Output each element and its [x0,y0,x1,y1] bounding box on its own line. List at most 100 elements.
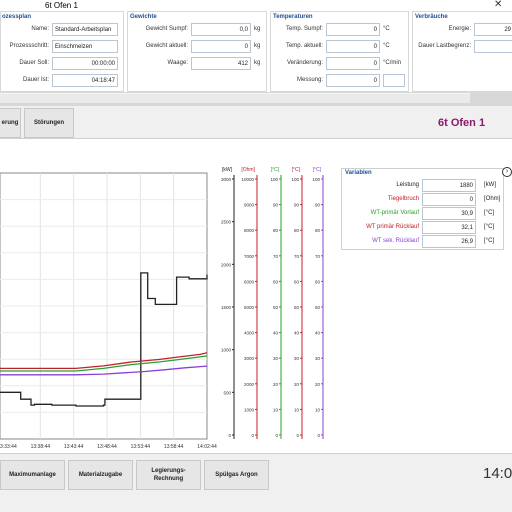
y-tick-label: 30 [315,356,321,361]
variable-unit: [°C] [484,238,495,244]
argon-purge-button[interactable]: Spülgas Argon [204,460,269,490]
y-tick-label: 50 [294,305,300,310]
y-tick-label: 2000 [221,262,232,267]
energy-field[interactable]: 29 [474,23,512,36]
measurement-field[interactable]: 0 [326,74,380,87]
y-tick-label: 3000 [221,177,232,182]
series-line [0,355,208,372]
variable-label: WT-primär Vorlauf [370,210,419,216]
y-tick-label: 30 [294,356,300,361]
sump-weight-field[interactable]: 0,0 [191,23,251,36]
y-tick-label: 60 [273,279,279,284]
x-tick-label: 13:58:44 [164,444,184,450]
current-weight-label: Gewicht aktuell: [145,43,188,49]
y-tick-label: 7000 [244,254,255,259]
material-addition-button[interactable]: Materialzugabe [68,460,133,490]
series-line [0,365,208,376]
y-tick-label: 0 [275,433,278,438]
y-tick-label: 20 [294,382,300,387]
variable-value[interactable]: 0 [422,193,476,206]
y-tick-label: 30 [273,356,279,361]
y-tick-label: 40 [315,331,321,336]
axis-unit-label: [°C] [271,167,280,173]
sump-temp-field[interactable]: 0 [326,23,380,36]
y-tick-label: 0 [251,433,254,438]
y-tick-label: 50 [315,305,321,310]
alloy-calculation-button[interactable]: Legierungs- Rechnung [136,460,201,490]
y-tick-label: 90 [294,203,300,208]
trend-chart: 13:33:44 13:38:44 13:43:44 13:48:44 13:53:44… [0,167,324,450]
y-tick-label: 40 [273,331,279,336]
variable-value[interactable]: 1880 [422,179,476,192]
y-tick-label: 9000 [244,203,255,208]
temperatures-group: Temperaturen Temp. Sumpf: 0 °C Temp. akt… [270,11,409,92]
current-weight-field[interactable]: 0 [191,40,251,53]
bottom-toolbar: Maximumanlage Materialzugabe Legierungs-… [0,453,512,512]
planned-duration-field[interactable]: 00:00:00 [52,57,118,70]
temp-change-field[interactable]: 0 [326,57,380,70]
variable-value[interactable]: 30,9 [422,207,476,220]
close-icon[interactable]: ✕ [494,0,503,10]
load-limit-field[interactable] [474,40,512,53]
tab-faults[interactable]: Störungen [24,108,74,138]
process-name-label: Name: [31,26,49,32]
y-tick-label: 100 [291,177,299,182]
window-title: 6t Ofen 1 [45,1,78,10]
variable-value[interactable]: 32,1 [422,221,476,234]
y-tick-label: 80 [315,228,321,233]
axis-unit-label: [°C] [292,167,301,173]
current-temp-field[interactable]: 0 [326,40,380,53]
y-tick-label: 2500 [221,220,232,225]
tab-partial[interactable]: erung [0,108,21,138]
energy-label: Energie: [448,26,471,32]
y-tick-label: 70 [273,254,279,259]
y-tick-label: 10000 [241,177,254,182]
weights-group: Gewichte Gewicht Sumpf: 0,0 kg Gewicht a… [127,11,267,92]
y-tick-label: 1500 [221,305,232,310]
y-tick-label: 0 [296,433,299,438]
measurement-extra-field[interactable] [383,74,405,87]
y-tick-label: 90 [273,203,279,208]
x-tick-label: 14:02:44 [197,444,217,450]
y-tick-label: 10 [273,407,279,412]
y-tick-label: 100 [270,177,278,182]
process-step-field[interactable]: Einschmelzen [52,40,118,53]
clock: 14:02 [483,465,512,482]
process-name-field[interactable]: Standard-Arbeitsplan [52,23,118,36]
y-tick-label: 3000 [244,356,255,361]
process-plan-title: ozessplan [2,14,32,20]
process-plan-group: ozessplan Name: Standard-Arbeitsplan Pro… [0,11,124,92]
tab-bar: erung Störungen [0,106,512,139]
x-tick-label: 13:38:44 [31,444,51,450]
y-tick-label: 1000 [244,407,255,412]
y-tick-label: 10 [294,407,300,412]
variable-unit: [kW] [484,182,496,188]
horizontal-scrollbar[interactable] [0,93,470,103]
scale-unit: kg [254,60,261,66]
y-tick-label: 80 [273,228,279,233]
consumption-group: Verbräuche Energie: 29 Dauer Lastbegrenz… [412,11,512,92]
axis-unit-label: [kW] [222,167,233,173]
variable-unit: [Ohm] [484,196,501,202]
actual-duration-field[interactable]: 04:18:47 [52,74,118,87]
variables-title: Variablen [345,170,372,176]
y-tick-label: 40 [294,331,300,336]
series-line [0,352,208,370]
y-tick-label: 8000 [244,228,255,233]
variable-value[interactable]: 26,9 [422,235,476,248]
y-tick-label: 60 [315,279,321,284]
y-tick-label: 20 [315,382,321,387]
y-tick-label: 4000 [244,331,255,336]
y-tick-label: 10 [315,407,321,412]
title-bar: 6t Ofen 1 ✕ [0,0,512,12]
max-system-button[interactable]: Maximumanlage [0,460,65,490]
chevron-right-icon[interactable]: › [502,167,512,177]
temperatures-title: Temperaturen [273,14,313,20]
x-tick-label: 13:43:44 [64,444,84,450]
temp-change-unit: °C/min [383,60,402,66]
scale-field[interactable]: 412 [191,57,251,70]
y-tick-label: 50 [273,305,279,310]
y-tick-label: 1000 [221,348,232,353]
sump-weight-unit: kg [254,26,261,32]
current-temp-unit: °C [383,43,390,49]
